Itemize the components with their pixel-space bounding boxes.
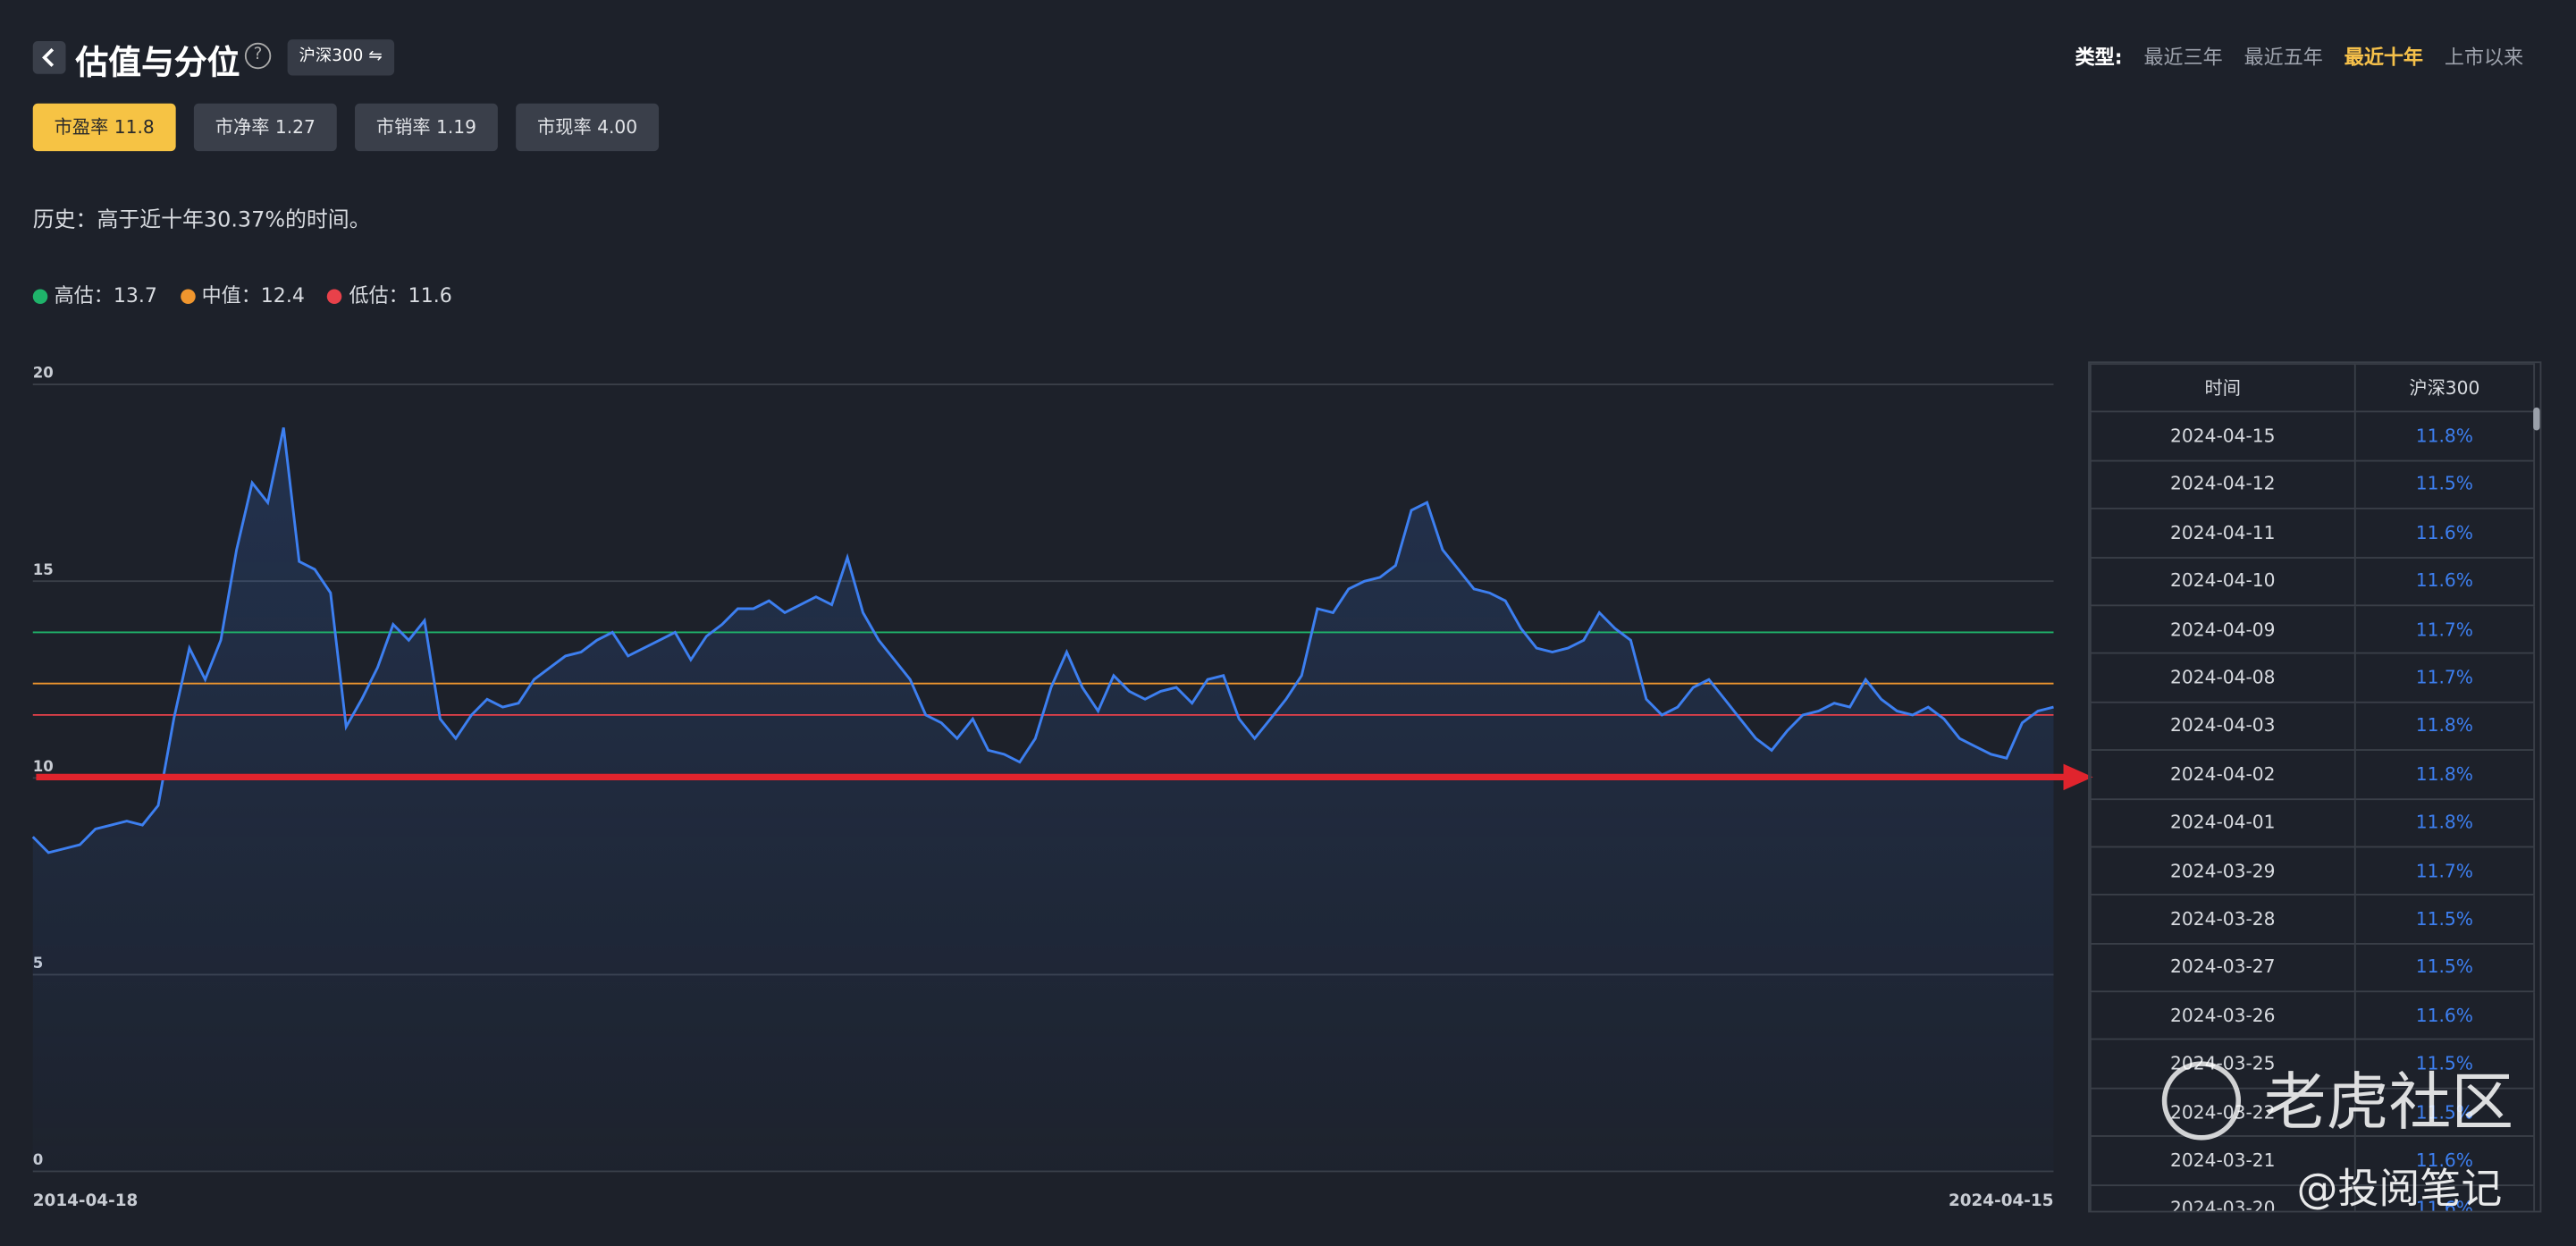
- value-cell: 11.5%: [2353, 1039, 2536, 1090]
- legend-item: 低估：11.6: [327, 281, 452, 308]
- value-cell: 11.7%: [2353, 652, 2536, 703]
- x-tick-label: 2014-04-18: [33, 1191, 139, 1210]
- date-cell: 2024-03-27: [2089, 942, 2356, 993]
- table-row: 2024-04-10 11.6%: [2089, 556, 2536, 607]
- table-row: 2024-04-09 11.7%: [2089, 604, 2536, 655]
- date-cell: 2024-04-09: [2089, 604, 2356, 655]
- column-header: 沪深300: [2353, 363, 2536, 414]
- legend-label: 低估：11.6: [349, 283, 452, 307]
- value-cell: 11.7%: [2353, 846, 2536, 897]
- type-selector: 类型: 最近三年 最近五年 最近十年 上市以来: [2075, 43, 2524, 71]
- value-cell: 11.8%: [2353, 701, 2536, 752]
- help-icon[interactable]: ?: [244, 42, 272, 70]
- y-tick-label: 15: [33, 561, 54, 578]
- date-cell: 2024-04-08: [2089, 652, 2356, 703]
- value-cell: 11.8%: [2353, 411, 2536, 462]
- date-cell: 2024-03-26: [2089, 990, 2356, 1041]
- table-row: 2024-04-12 11.5%: [2089, 459, 2536, 510]
- metric-tab[interactable]: 市销率 1.19: [355, 103, 498, 152]
- back-button[interactable]: [32, 40, 66, 74]
- legend: 高估：13.7 中值：12.4 低估：11.6: [32, 281, 452, 308]
- y-tick-label: 20: [33, 365, 54, 382]
- value-cell: 11.5%: [2353, 894, 2536, 945]
- legend-item: 高估：13.7: [32, 281, 157, 308]
- area: [32, 427, 2054, 1172]
- legend-label: 中值：12.4: [201, 283, 305, 307]
- table-row: 2024-04-01 11.8%: [2089, 797, 2536, 848]
- table-row: 2024-04-02 11.8%: [2089, 749, 2536, 800]
- table-row: 2024-04-11 11.6%: [2089, 508, 2536, 559]
- data-table: 时间 沪深300 2024-04-15 11.8% 2024-04-12 11.5% 202…: [2088, 361, 2542, 1213]
- value-cell: 11.7%: [2353, 604, 2536, 655]
- date-cell: 2024-04-15: [2089, 411, 2356, 462]
- arrow-head: [2063, 763, 2093, 791]
- date-cell: 2024-04-11: [2089, 508, 2356, 559]
- legend-item: 中值：12.4: [180, 281, 305, 308]
- back-icon: [42, 47, 55, 67]
- watermark-logo: [2161, 1061, 2242, 1141]
- watermark-author: @投阅笔记: [2296, 1165, 2503, 1213]
- date-cell: 2024-03-28: [2089, 894, 2356, 945]
- value-cell: 11.8%: [2353, 749, 2536, 800]
- table-header: 时间 沪深300: [2089, 363, 2536, 414]
- date-cell: 2024-03-21: [2089, 1135, 2356, 1186]
- page-title: 估值与分位: [75, 42, 240, 82]
- date-cell: 2024-04-02: [2089, 749, 2356, 800]
- type-option[interactable]: 最近十年: [2344, 46, 2424, 70]
- plot: [31, 427, 2054, 1172]
- y-tick-label: 10: [33, 758, 54, 775]
- value-cell: 11.5%: [2353, 942, 2536, 993]
- value-cell: 11.6%: [2353, 1183, 2536, 1211]
- x-tick-label: 2024-04-15: [1949, 1191, 2054, 1210]
- metric-tab[interactable]: 市盈率 11.8: [32, 103, 176, 152]
- table-row: 2024-03-28 11.5%: [2089, 894, 2536, 945]
- table-row: 2024-03-21 11.6%: [2089, 1135, 2536, 1186]
- legend-dot: [180, 289, 196, 305]
- legend-dot: [32, 289, 48, 305]
- table-row: 2024-03-27 11.5%: [2089, 942, 2536, 993]
- legend-label: 高估：13.7: [54, 283, 157, 307]
- table-row: 2024-04-15 11.8%: [2089, 411, 2536, 462]
- table: 时间 沪深300 2024-04-15 11.8% 2024-04-12 11.5% 202…: [2089, 363, 2536, 1211]
- annotation: [36, 763, 2093, 791]
- scrollbar[interactable]: [2533, 407, 2540, 431]
- line: [31, 427, 2054, 855]
- index-badge[interactable]: 沪深300 ⇋: [287, 39, 394, 76]
- legend-dot: [327, 289, 343, 305]
- type-option[interactable]: 最近五年: [2243, 46, 2323, 70]
- table-row: 2024-04-03 11.8%: [2089, 701, 2536, 752]
- type-option[interactable]: 上市以来: [2444, 46, 2524, 70]
- watermark-brand: 老虎社区: [2263, 1065, 2514, 1139]
- date-cell: 2024-03-29: [2089, 846, 2356, 897]
- table-row: 2024-03-20 11.6%: [2089, 1183, 2536, 1211]
- value-cell: 11.6%: [2353, 556, 2536, 607]
- value-cell: 11.6%: [2353, 990, 2536, 1041]
- type-option[interactable]: 最近三年: [2143, 46, 2223, 70]
- table-row: 2024-03-26 11.6%: [2089, 990, 2536, 1041]
- type-label: 类型:: [2075, 46, 2123, 70]
- metric-tab[interactable]: 市现率 4.00: [516, 103, 660, 152]
- value-cell: 11.6%: [2353, 1135, 2536, 1186]
- table-row: 2024-04-08 11.7%: [2089, 652, 2536, 703]
- value-cell: 11.8%: [2353, 797, 2536, 848]
- history-text: 历史：高于近十年30.37%的时间。: [32, 208, 371, 233]
- value-cell: 11.6%: [2353, 508, 2536, 559]
- date-cell: 2024-04-12: [2089, 459, 2356, 510]
- value-cell: 11.5%: [2353, 459, 2536, 510]
- metric-tabs: 市盈率 11.8 市净率 1.27 市销率 1.19 市现率 4.00: [32, 103, 660, 152]
- date-cell: 2024-04-10: [2089, 556, 2356, 607]
- metric-tab[interactable]: 市净率 1.27: [193, 103, 337, 152]
- date-cell: 2024-03-20: [2089, 1183, 2356, 1211]
- table-row: 2024-03-29 11.7%: [2089, 846, 2536, 897]
- column-header: 时间: [2089, 363, 2356, 414]
- date-cell: 2024-04-03: [2089, 701, 2356, 752]
- date-cell: 2024-04-01: [2089, 797, 2356, 848]
